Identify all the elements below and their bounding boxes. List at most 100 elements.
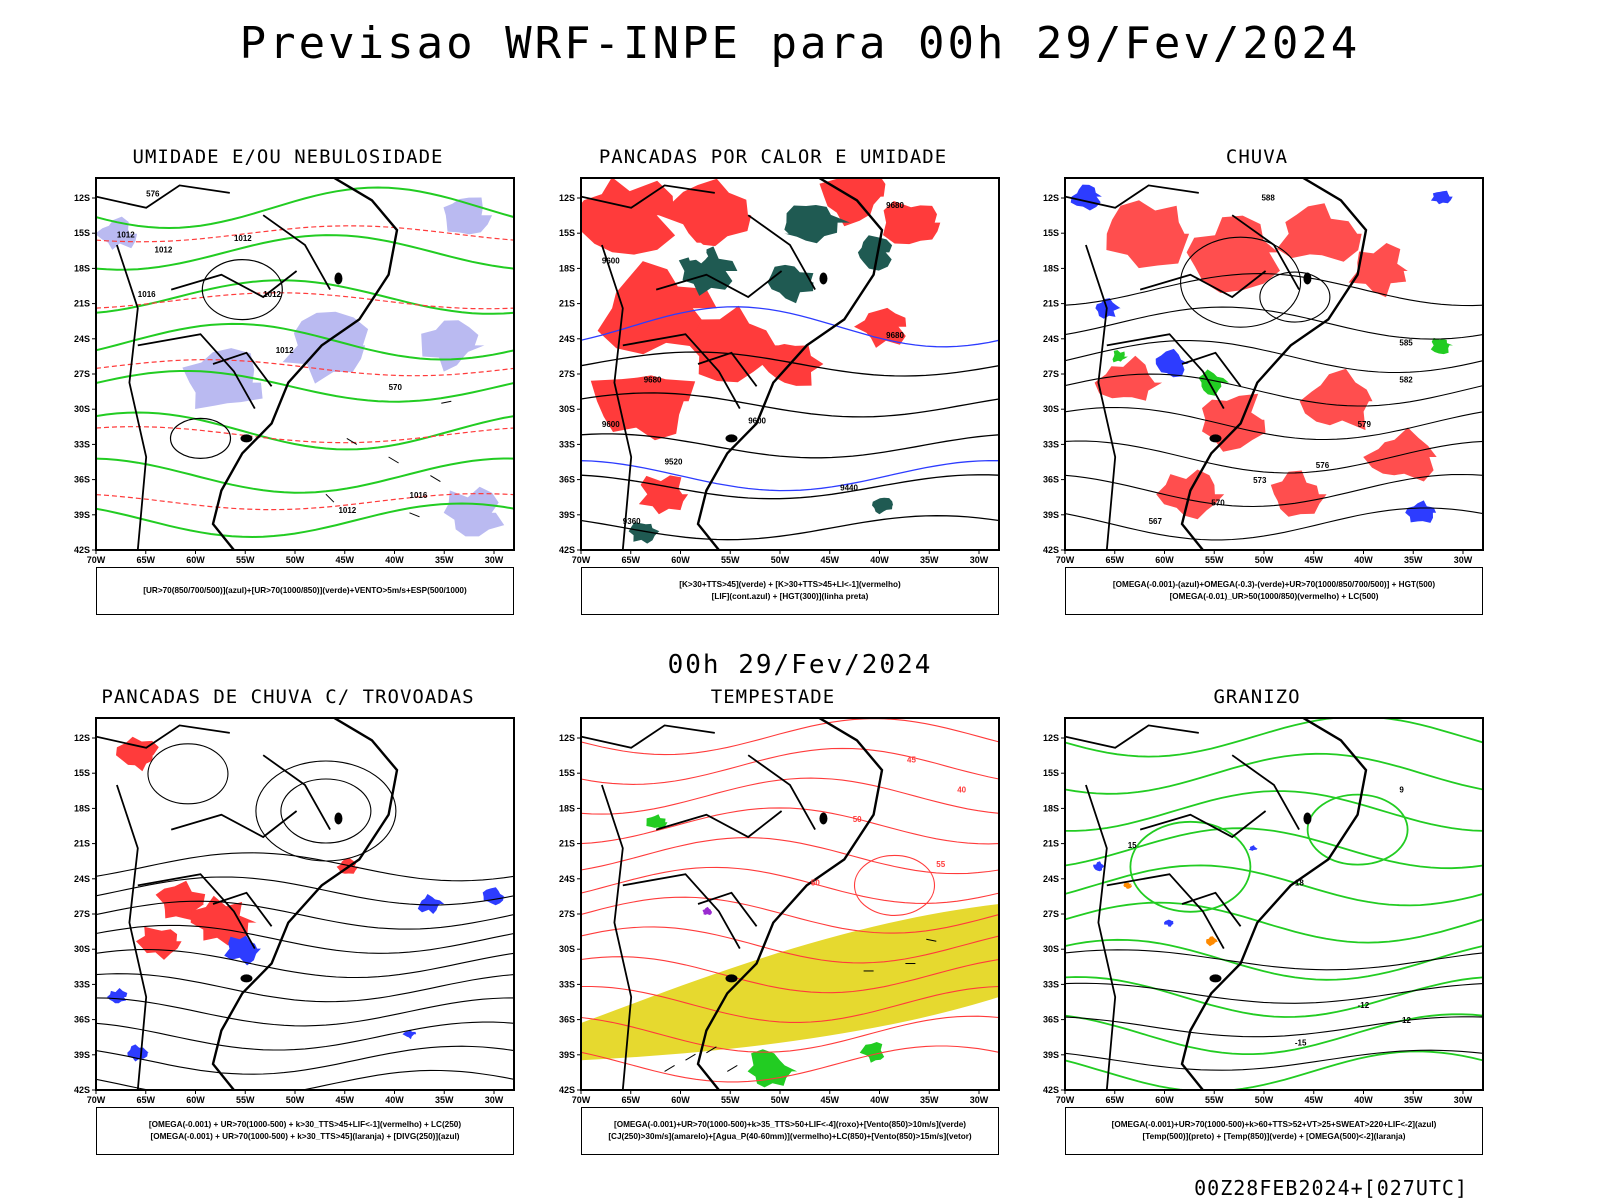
temperature-850-contour [1065,938,1483,981]
contour-label: 579 [1358,420,1372,429]
wind-vector [441,400,452,404]
coastline [1180,718,1368,1090]
contour-label: 50 [853,815,862,824]
lon-tick-label: 60W [1155,1095,1174,1105]
streamline [96,948,514,979]
height-contour [1065,507,1483,541]
lat-tick-label: 24S [74,334,90,344]
lat-tick-label: 33S [559,439,575,449]
lon-tick-label: 70W [1056,555,1075,565]
country-border [1085,244,1117,550]
legend-box: [OMEGA(-0.001)+UR>70(1000-500)+k>60+TTS>… [1065,1107,1483,1155]
lifted-condensation-contour [581,747,999,785]
strong-omega-area [1430,337,1453,355]
temperature-850-contour [1306,793,1409,866]
lon-tick-label: 35W [435,555,454,565]
lat-tick-label: 36S [559,1015,575,1025]
panel-title: CHUVA [1225,146,1289,168]
contour-label: -15 [1295,1038,1307,1047]
country-border [1085,784,1117,1090]
thickness-contour [96,225,514,243]
lon-tick-label: 50W [1255,555,1274,565]
contour-label: 9520 [665,457,683,466]
instability-area [590,375,696,441]
lon-tick-label: 45W [820,555,839,565]
temperature-500-contour [1065,949,1483,971]
map-content: -12 -12 -15 15 18 9 [1065,718,1483,1090]
contour-label: 9680 [886,201,904,210]
contour-label: 570 [389,383,403,392]
contour-label: 9440 [840,483,858,492]
country-border [747,214,816,291]
lon-tick-label: 65W [136,1095,155,1105]
country-border [697,891,758,927]
lat-tick-label: 33S [559,979,575,989]
wind-vector [388,456,399,464]
coastline [211,178,399,550]
wind-vector [325,493,335,503]
legend-line: [OMEGA(-0.01)_UR>50(1000/850)(vermelho) … [1169,592,1379,601]
legend-box: [OMEGA(-0.001)+UR>70(1000-500)+k>35_TTS>… [581,1107,999,1155]
lat-tick-label: 15S [1043,228,1059,238]
rain-area [1348,243,1408,298]
lon-tick-label: 55W [721,1095,740,1105]
lat-tick-label: 12S [1043,193,1059,203]
country-border [601,784,633,1090]
lon-tick-label: 30W [1454,1095,1473,1105]
lon-tick-label: 30W [970,555,989,565]
lat-tick-label: 42S [74,1085,90,1095]
humidity-mid-area [282,311,369,384]
country-border [1065,724,1199,749]
lifted-condensation-contour [581,807,999,845]
height-contour [581,515,999,541]
lat-tick-label: 42S [1043,1085,1059,1095]
lon-tick-label: 70W [87,1095,106,1105]
lake [725,434,738,443]
streamline [96,1045,514,1075]
lat-tick-label: 12S [559,193,575,203]
map-content [96,718,514,1090]
legend-box: [OMEGA(-0.001)-(azul)+OMEGA(-0.3)-(verde… [1065,567,1483,615]
lat-tick-label: 30S [1043,404,1059,414]
humidity-low-contour [96,186,514,230]
lat-tick-label: 30S [559,944,575,954]
lat-tick-label: 36S [1043,475,1059,485]
contour-label: 50 [811,878,820,887]
lat-tick-label: 12S [559,733,575,743]
lon-tick-label: 40W [385,555,404,565]
temperature-500-contour [1065,1049,1483,1071]
contour-label: 1012 [117,231,135,240]
lat-tick-label: 21S [74,839,90,849]
thickness-contour [96,292,514,310]
lon-tick-label: 50W [1255,1095,1274,1105]
lat-tick-label: 39S [559,1050,575,1060]
lat-tick-label: 36S [74,1015,90,1025]
jet-stream-area [581,904,999,1061]
lat-tick-label: 12S [74,733,90,743]
rain-area [1270,470,1327,517]
lon-tick-label: 70W [87,555,106,565]
lat-tick-label: 18S [1043,803,1059,813]
streamline [96,924,514,954]
country-border [170,810,298,839]
lon-tick-label: 45W [335,555,354,565]
wind-vector [727,1064,738,1072]
rain-area [1276,203,1362,262]
country-border [601,244,633,550]
lat-tick-label: 12S [1043,733,1059,743]
instability-area [597,261,717,355]
country-border [116,784,148,1090]
contour-label: 9600 [602,257,620,266]
temperature-850-contour [1065,1013,1483,1055]
contour-label: 9600 [602,420,620,429]
contour-label: 15 [1128,841,1137,850]
omega-area [1070,184,1102,211]
lon-tick-label: 65W [1105,1095,1124,1105]
lon-tick-label: 30W [485,1095,504,1105]
wind-vector [430,475,441,483]
lifted-condensation-contour [581,718,999,756]
lifted-condensation-contour [581,1045,999,1083]
lat-tick-label: 21S [1043,839,1059,849]
fields: 1012 1012 1012 1012 1012 1016 1012 576 570 1016 [96,178,514,550]
strong-wind-area [747,1049,798,1088]
